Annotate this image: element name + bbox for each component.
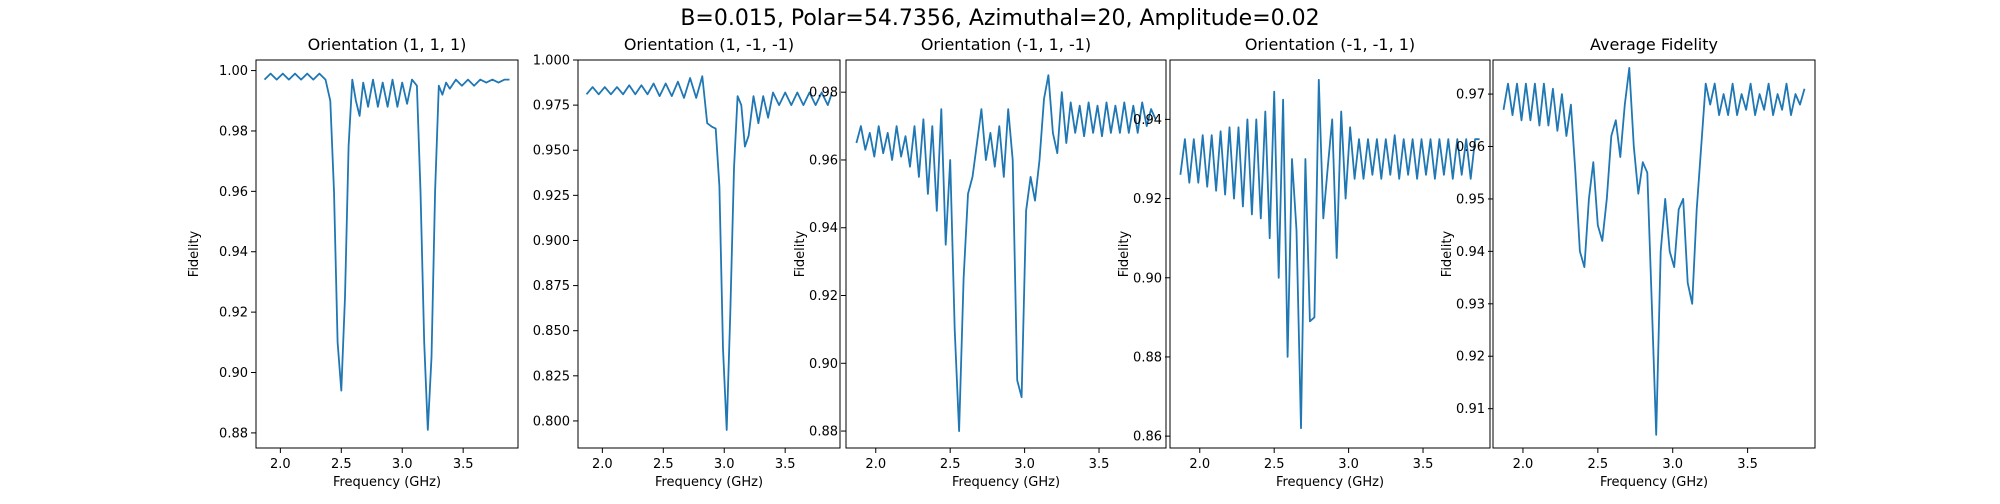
- y-axis-label: Fidelity: [1440, 230, 1455, 277]
- y-tick-label: 0.91: [1456, 402, 1485, 417]
- y-tick-label: 0.88: [1133, 350, 1162, 365]
- subplot-4: Orientation (-1, -1, 1) 2.0 2.5 3.0 3.5 0.86 0…: [1117, 35, 1491, 490]
- x-tick-label: 3.5: [1413, 457, 1434, 472]
- x-tick-label: 2.0: [592, 457, 613, 472]
- x-tick-label: 3.5: [1089, 457, 1110, 472]
- x-tick-label: 2.0: [1189, 457, 1210, 472]
- y-tick-label: 0.950: [533, 144, 570, 159]
- y-tick-label: 0.92: [1456, 350, 1485, 365]
- y-tick-label: 0.94: [1133, 113, 1162, 128]
- y-tick-label: 0.92: [809, 289, 838, 304]
- subplot-title: Orientation (-1, -1, 1): [1245, 35, 1415, 54]
- y-tick-label: 0.98: [219, 124, 248, 139]
- x-tick-label: 3.0: [392, 457, 413, 472]
- axes-frame: [577, 59, 841, 449]
- y-axis-label: Fidelity: [187, 230, 202, 277]
- y-tick-label: 0.92: [219, 306, 248, 321]
- figure-title: B=0.015, Polar=54.7356, Azimuthal=20, Am…: [680, 6, 1320, 31]
- x-tick-label: 2.0: [865, 457, 886, 472]
- y-tick-label: 1.000: [533, 54, 570, 69]
- y-tick-label: 0.800: [533, 414, 570, 429]
- axes-frame: [255, 59, 519, 449]
- y-tick-label: 0.90: [219, 366, 248, 381]
- y-tick-label: 0.93: [1456, 297, 1485, 312]
- subplot-2: Orientation (1, -1, -1) 2.0 2.5 3.0 3.5 0.800…: [533, 35, 841, 490]
- x-tick-label: 3.5: [453, 457, 474, 472]
- x-tick-label: 2.0: [270, 457, 291, 472]
- y-tick-label: 0.900: [533, 234, 570, 249]
- y-tick-label: 0.95: [1456, 192, 1485, 207]
- x-tick-label: 3.0: [1662, 457, 1683, 472]
- fidelity-series-line: [585, 75, 833, 431]
- subplot-1: Orientation (1, 1, 1) 2.0 2.5 3.0 3.5 0.88 0.9…: [187, 35, 519, 490]
- y-tick-label: 0.850: [533, 324, 570, 339]
- subplot-title: Orientation (-1, 1, -1): [921, 35, 1091, 54]
- y-tick-label: 0.825: [533, 369, 570, 384]
- axes-frame: [845, 59, 1167, 449]
- y-tick-label: 0.86: [1133, 430, 1162, 445]
- fidelity-series-line: [855, 74, 1157, 433]
- x-tick-label: 3.5: [775, 457, 796, 472]
- x-tick-label: 3.0: [1338, 457, 1359, 472]
- y-tick-label: 0.88: [219, 426, 248, 441]
- y-tick-label: 0.92: [1133, 192, 1162, 207]
- x-axis-label: Frequency (GHz): [333, 475, 441, 490]
- x-tick-label: 2.5: [653, 457, 674, 472]
- subplot-title: Orientation (1, 1, 1): [308, 35, 467, 54]
- subplot-3: Orientation (-1, 1, -1) 2.0 2.5 3.0 3.5 0.88 0…: [793, 35, 1167, 490]
- y-tick-label: 1.00: [219, 64, 248, 79]
- subplot-title: Average Fidelity: [1590, 35, 1718, 54]
- x-tick-label: 3.0: [714, 457, 735, 472]
- y-tick-label: 0.925: [533, 189, 570, 204]
- y-tick-label: 0.97: [1456, 88, 1485, 103]
- y-tick-label: 0.975: [533, 99, 570, 114]
- y-axis-label: Fidelity: [793, 230, 808, 277]
- x-tick-label: 2.5: [1264, 457, 1285, 472]
- x-axis-label: Frequency (GHz): [1276, 475, 1384, 490]
- y-tick-label: 0.875: [533, 279, 570, 294]
- fidelity-series-line: [1502, 67, 1806, 436]
- y-tick-label: 0.98: [809, 86, 838, 101]
- x-tick-label: 2.0: [1513, 457, 1534, 472]
- y-tick-label: 0.90: [1133, 271, 1162, 286]
- x-tick-label: 2.5: [940, 457, 961, 472]
- x-tick-label: 2.5: [331, 457, 352, 472]
- y-tick-label: 0.94: [809, 221, 838, 236]
- y-tick-label: 0.96: [219, 185, 248, 200]
- y-tick-label: 0.96: [1456, 140, 1485, 155]
- axes-frame: [1169, 59, 1491, 449]
- x-axis-label: Frequency (GHz): [1600, 475, 1708, 490]
- y-axis-label: Fidelity: [1117, 230, 1132, 277]
- y-tick-label: 0.94: [1456, 245, 1485, 260]
- subplot-5: Average Fidelity 2.0 2.5 3.0 3.5 0.91 0.92 0.93…: [1440, 35, 1816, 490]
- x-tick-label: 3.0: [1014, 457, 1035, 472]
- fidelity-series-line: [263, 72, 510, 431]
- subplot-title: Orientation (1, -1, -1): [624, 35, 794, 54]
- y-tick-label: 0.96: [809, 153, 838, 168]
- x-tick-label: 3.5: [1737, 457, 1758, 472]
- y-tick-label: 0.90: [809, 357, 838, 372]
- x-axis-label: Frequency (GHz): [655, 475, 763, 490]
- x-tick-label: 2.5: [1587, 457, 1608, 472]
- axes-frame: [1492, 59, 1816, 449]
- y-tick-label: 0.88: [809, 425, 838, 440]
- fidelity-series-line: [1179, 78, 1480, 430]
- x-axis-label: Frequency (GHz): [952, 475, 1060, 490]
- y-tick-label: 0.94: [219, 245, 248, 260]
